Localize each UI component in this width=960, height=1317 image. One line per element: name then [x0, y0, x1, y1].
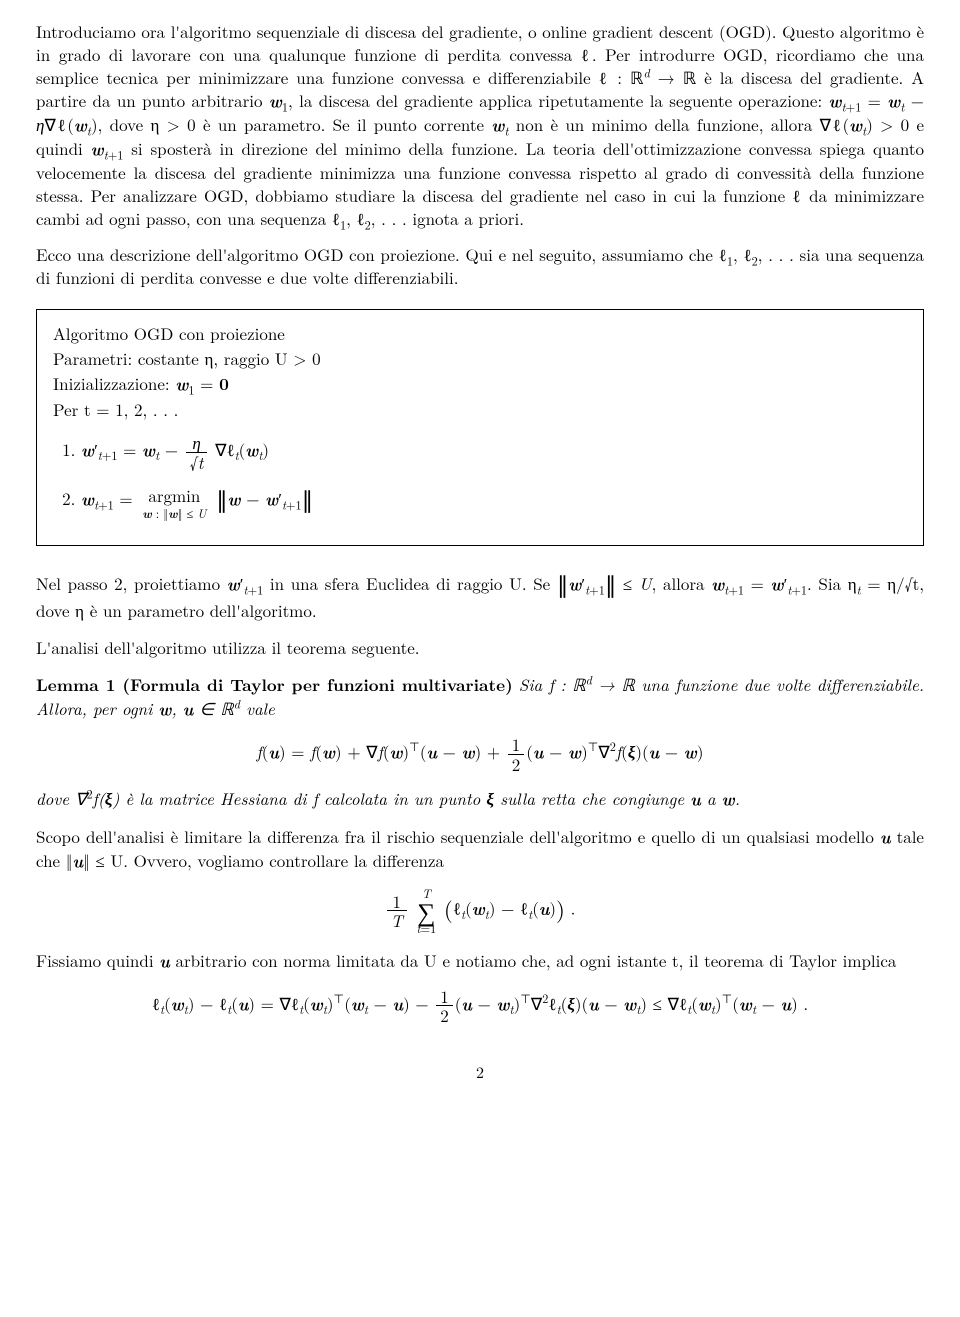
algo-step-1: w′t+1 = wt − η√t ∇ℓt(wt) [81, 433, 907, 471]
text: , dove η > 0 è un parametro. Se il punto… [98, 112, 492, 136]
text: Sia f : ℝ [519, 672, 586, 696]
paragraph-analysis-intro: L'analisi dell'algoritmo utilizza il teo… [36, 636, 924, 659]
text: ∈ ℝ [193, 696, 233, 720]
algo-steps: w′t+1 = wt − η√t ∇ℓt(wt) wt+1 = argminw … [53, 433, 907, 519]
text: , . . . ignota a priori. [371, 206, 524, 230]
lemma-heading: Lemma 1 (Formula di Taylor per funzioni … [36, 673, 513, 697]
text: ‖ ≤ U. Ovvero, vogliamo controllare la d… [83, 848, 444, 872]
paragraph-fix-u: Fissiamo quindi u arbitrario con norma l… [36, 949, 924, 973]
paragraph-intro: Introduciamo ora l'algoritmo sequenziale… [36, 20, 924, 229]
text: Nel passo 2, proiettiamo [36, 571, 227, 595]
text: . Sia η [807, 571, 857, 595]
text: f( [93, 786, 105, 810]
equation-regret: 1T T∑t=1 (ℓt(wt) − ℓt(u)) . [36, 887, 924, 934]
text: Inizializzazione: [53, 371, 175, 395]
text: ) è la matrice Hessiana di f calcolata i… [112, 786, 486, 810]
algo-params: Parametri: costante η, raggio U > 0 [53, 347, 907, 370]
paragraph-description: Ecco una descrizione dell'algoritmo OGD … [36, 243, 924, 289]
algo-step-2: wt+1 = argminw : ‖w‖ ≤ U ∥w − w′t+1∥ [81, 483, 907, 519]
text: in una sfera Euclidea di raggio U. Se [263, 571, 557, 595]
lemma: Lemma 1 (Formula di Taylor per funzioni … [36, 673, 924, 721]
lemma-after: dove ∇2f(ξ) è la matrice Hessiana di f c… [36, 787, 924, 811]
paragraph-projection: Nel passo 2, proiettiamo w′t+1 in una sf… [36, 568, 924, 622]
text: Fissiamo quindi [36, 948, 159, 972]
text: dove ∇ [36, 786, 86, 810]
algo-title: Algoritmo OGD con proiezione [53, 322, 907, 345]
text: Ecco una descrizione dell'algoritmo OGD … [36, 242, 727, 266]
text: , allora [652, 571, 712, 595]
paragraph-goal: Scopo dell'analisi è limitare la differe… [36, 825, 924, 873]
text: a [701, 786, 722, 810]
page-number: 2 [36, 1061, 924, 1083]
text: Scopo dell'analisi è limitare la differe… [36, 824, 880, 848]
text: vale [240, 696, 275, 720]
text: sulla retta che congiunge [494, 786, 690, 810]
text: , la discesa del gradiente applica ripet… [288, 88, 829, 112]
equation-taylor-bound: ℓt(wt) − ℓt(u) = ∇ℓt(wt)⊤(wt − u) − 12(u… [36, 987, 924, 1025]
equation-taylor: f(u) = f(w) + ∇f(w)⊤(u − w) + 12(u − w)⊤… [36, 735, 924, 773]
text: non è un minimo della funzione, allora ∇… [509, 112, 850, 136]
algorithm-box: Algoritmo OGD con proiezione Parametri: … [36, 309, 924, 546]
algo-init: Inizializzazione: w1 = 0 [53, 372, 907, 396]
text: , ℓ [733, 242, 752, 266]
text: , ℓ [346, 206, 365, 230]
algo-loop: Per t = 1, 2, . . . [53, 398, 907, 421]
text: arbitrario con norma limitata da U e not… [170, 948, 897, 972]
